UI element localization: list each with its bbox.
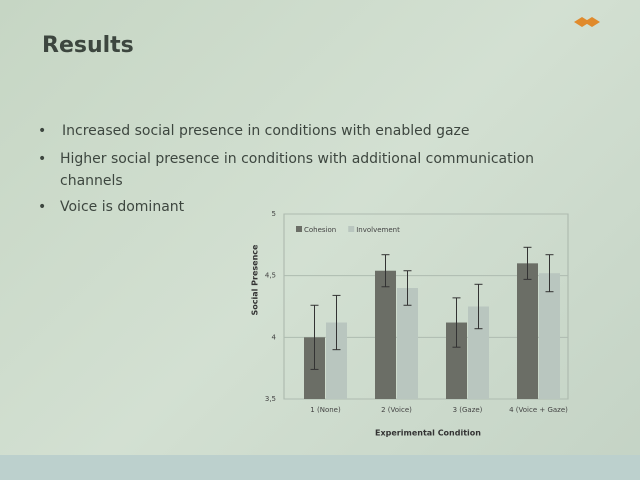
bullet: • (38, 199, 46, 215)
bar (539, 273, 560, 399)
bar (397, 288, 418, 399)
error-bar (452, 297, 461, 348)
error-bar (332, 294, 341, 351)
legend-swatch (296, 226, 302, 232)
legend-label: Involvement (356, 226, 400, 234)
bar (446, 322, 467, 399)
bar (375, 270, 396, 399)
bar (326, 322, 347, 399)
x-tick-label: 1 (None) (310, 406, 341, 414)
y-tick-label: 4,5 (265, 272, 276, 280)
bar (468, 306, 489, 399)
error-bar (381, 254, 390, 288)
error-bar (310, 304, 319, 370)
bar (517, 263, 538, 399)
bullet: • (38, 123, 46, 139)
bullet-box: Higher social presence in conditions wit… (60, 151, 534, 189)
legend-label: Cohesion (304, 226, 336, 234)
x-tick-label: 2 (Voice) (381, 406, 412, 414)
logo (574, 17, 600, 27)
bullet-text: Higher social presence in conditions wit… (60, 151, 534, 189)
error-bar (545, 254, 554, 293)
legend-swatch (348, 226, 355, 232)
bullet-text: Voice is dominant (60, 199, 185, 215)
x-axis-label: Experimental Condition (375, 429, 481, 438)
error-bar (523, 246, 532, 280)
bullet-text: Increased social presence in conditions … (62, 123, 470, 139)
error-bar (474, 283, 483, 330)
x-tick-label: 3 (Gaze) (453, 406, 483, 414)
error-bar (403, 270, 412, 306)
y-tick-label: 4 (272, 333, 277, 341)
bullet: • (38, 151, 46, 167)
footer-band (0, 455, 640, 480)
y-tick-label: 3,5 (265, 395, 276, 403)
y-tick-label: 5 (272, 210, 276, 218)
x-tick-label: 4 (Voice + Gaze) (509, 406, 568, 414)
y-axis-label: Social Presence (251, 244, 260, 316)
slide-title: Results (42, 33, 134, 58)
